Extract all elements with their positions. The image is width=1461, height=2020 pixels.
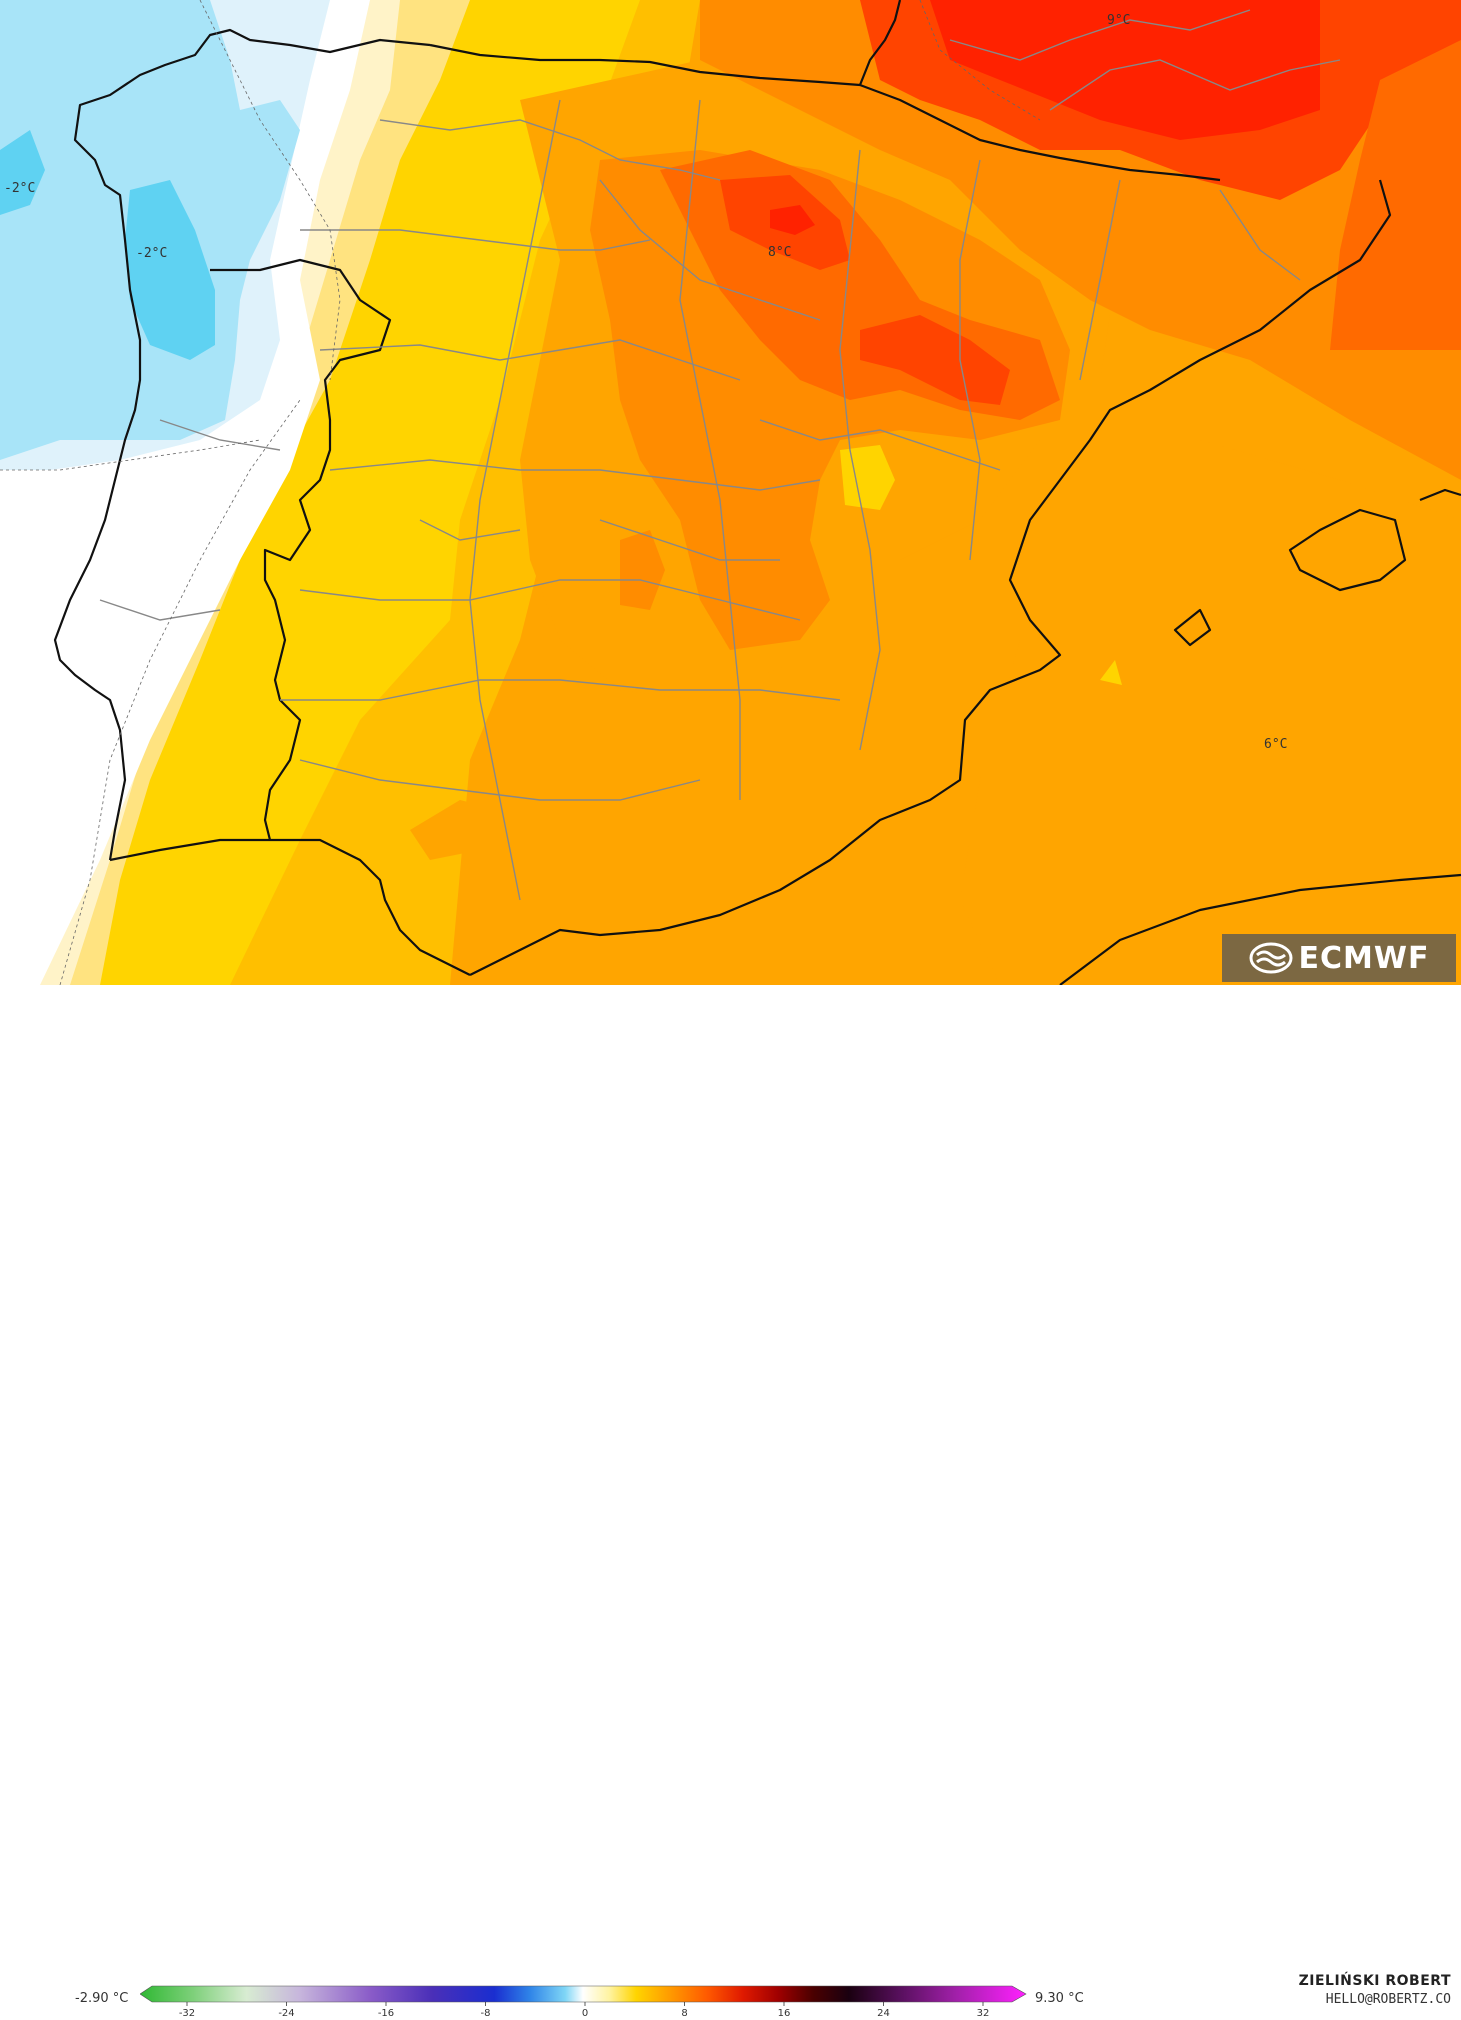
temp-label-central-warm: 8°C bbox=[768, 245, 791, 260]
legend-tick-label: -32 bbox=[179, 2008, 195, 2019]
author-contact: HELLO@ROBERTZ.CO bbox=[1325, 1992, 1451, 2007]
legend-tick-label: 0 bbox=[582, 2008, 588, 2019]
ecmwf-logo-icon bbox=[1249, 942, 1293, 974]
coastline-mediterranean bbox=[469, 179, 1392, 976]
legend-tick-label: 8 bbox=[681, 2008, 687, 2019]
band-red-hot-spot bbox=[770, 205, 815, 235]
band-red-hot-france bbox=[930, 0, 1320, 140]
legend-tick-label: -24 bbox=[278, 2008, 294, 2019]
border-portugal-spain bbox=[210, 258, 392, 841]
band-yellow-blob-sea bbox=[1100, 660, 1122, 685]
coastline-south bbox=[109, 838, 471, 976]
band-orange-sw-blob bbox=[620, 530, 665, 610]
coastline-north-africa bbox=[1059, 873, 1461, 985]
band-yellow-central-pool bbox=[840, 445, 895, 510]
temperature-bands bbox=[0, 0, 1461, 985]
legend-min-value: -2.90 °C bbox=[75, 1991, 129, 2006]
legend-tick-label: 24 bbox=[877, 2008, 890, 2019]
ecmwf-logo: ECMWF bbox=[1222, 934, 1456, 982]
regional-borders bbox=[99, 9, 1341, 901]
coastline-mallorca bbox=[1288, 508, 1407, 592]
band-orange-central bbox=[590, 150, 1070, 650]
coastline bbox=[53, 0, 1461, 985]
band-cold-deep-coast bbox=[125, 180, 215, 360]
map-canvas: -2°C -2°C 9°C 8°C 6°C bbox=[0, 0, 1461, 985]
author-credit: ZIELIŃSKI ROBERT bbox=[1298, 1973, 1451, 1989]
ecmwf-logo-text: ECMWF bbox=[1298, 940, 1430, 976]
isotherm-contours bbox=[0, 0, 1041, 985]
temp-label-east-sea: 6°C bbox=[1264, 737, 1287, 752]
temp-label-north-warm: 9°C bbox=[1107, 13, 1130, 28]
coastline-ibiza bbox=[1173, 608, 1212, 647]
temp-label-west-cold-b: -2°C bbox=[136, 246, 167, 261]
band-red-central-b bbox=[860, 315, 1010, 405]
legend-footer: -2.90 °C 9.30 °C bbox=[0, 985, 1461, 2019]
legend-tick-label: 16 bbox=[778, 2008, 791, 2019]
coastline-cantabrian bbox=[429, 43, 1221, 182]
band-amber-mediterranean bbox=[960, 440, 1461, 985]
color-scale-bar: -32 -24 -16 -8 0 8 16 24 32 bbox=[140, 1985, 1027, 2019]
temperature-labels: -2°C -2°C 9°C 8°C 6°C bbox=[4, 13, 1287, 752]
border-france-spain bbox=[858, 0, 902, 86]
band-orange-andalusia-blob bbox=[410, 800, 500, 860]
band-cold-deep-west bbox=[0, 130, 45, 215]
band-orange-dark-east bbox=[1330, 40, 1461, 350]
temperature-map: -2°C -2°C 9°C 8°C 6°C ECMWF bbox=[0, 0, 1461, 985]
legend-tick-label: 32 bbox=[977, 2008, 990, 2019]
legend-tick-label: -16 bbox=[378, 2008, 394, 2019]
temp-label-west-cold-a: -2°C bbox=[4, 181, 35, 196]
coastline-menorca bbox=[1419, 488, 1461, 502]
legend-tick-label: -8 bbox=[481, 2008, 491, 2019]
legend-max-value: 9.30 °C bbox=[1035, 1991, 1084, 2006]
